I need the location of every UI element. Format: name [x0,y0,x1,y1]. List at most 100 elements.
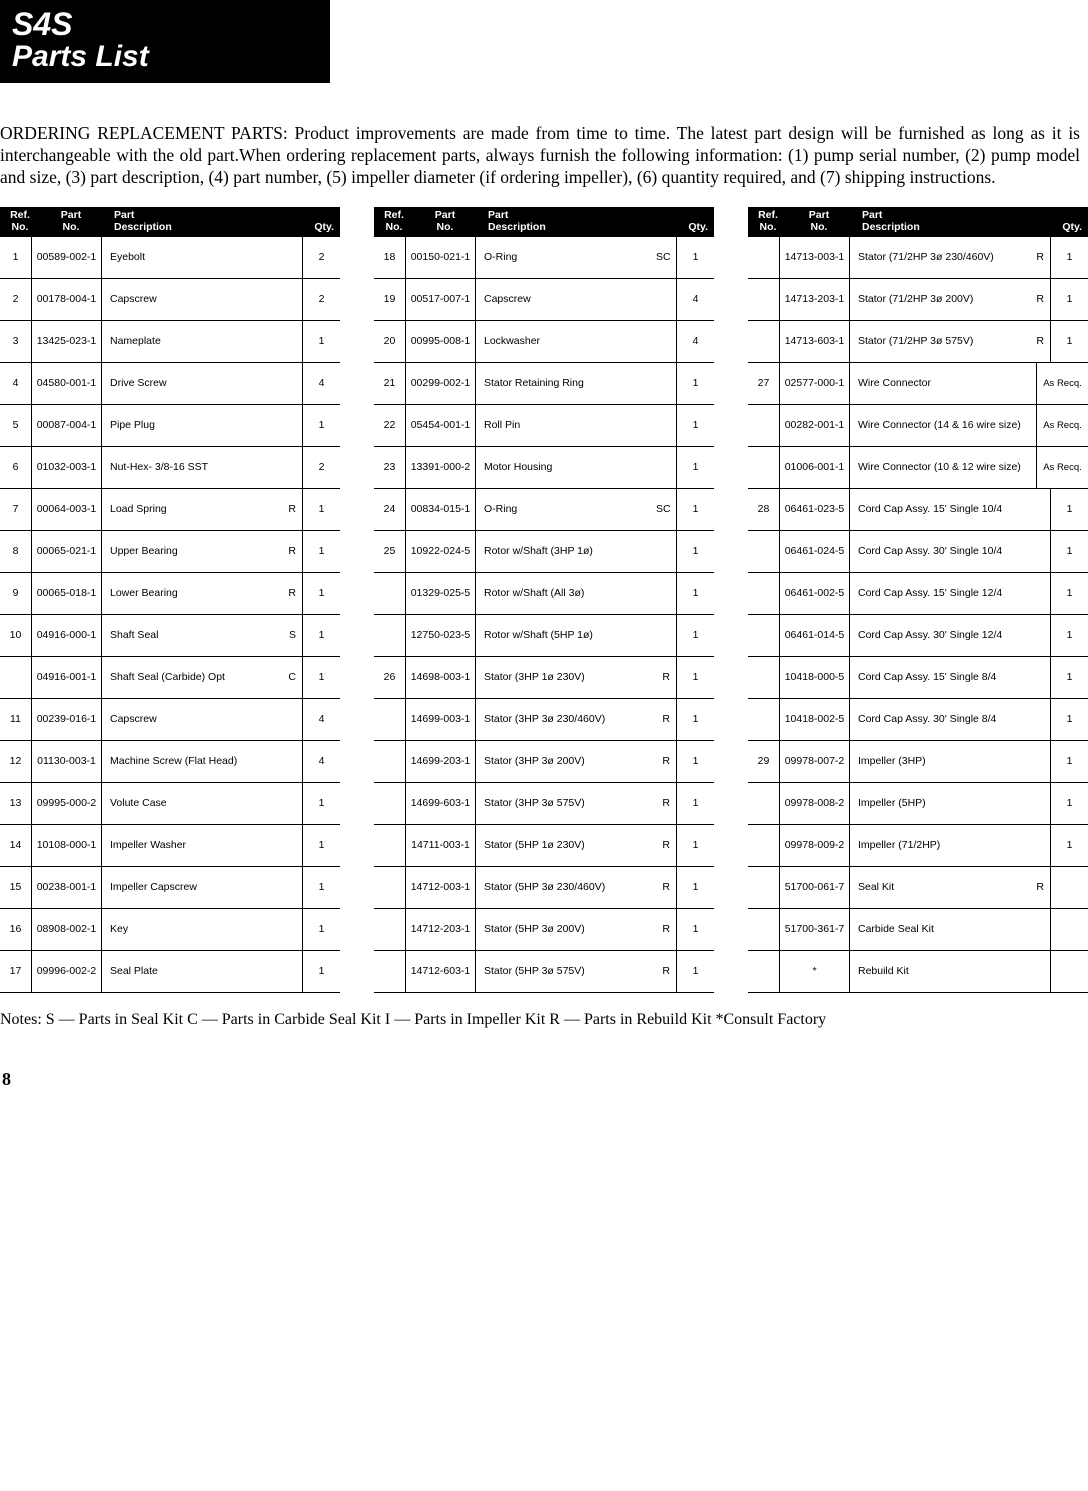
desc-text: Motor Housing [484,461,670,473]
th-qty: Qty. [302,221,336,233]
cell-ref: 13 [0,783,32,824]
cell-desc: Motor Housing [476,447,676,488]
table-row: 601032-003-1Nut-Hex- 3/8-16 SST2 [0,447,340,489]
cell-ref: 6 [0,447,32,488]
desc-text: Upper Bearing [110,545,282,557]
cell-desc: O-RingSC [476,489,676,530]
cell-qty: 1 [302,405,340,446]
desc-text: Impeller Capscrew [110,881,296,893]
desc-text: Stator (3HP 1ø 230V) [484,671,656,683]
table-row: 51700-061-7Seal KitR [748,867,1088,909]
cell-ref: 11 [0,699,32,740]
table-row: 1709996-002-2Seal Plate1 [0,951,340,993]
cell-qty: As Recq. [1036,405,1088,446]
desc-text: Seal Kit [858,881,1030,893]
cell-ref [748,531,780,572]
cell-qty [1050,867,1088,908]
table-row: 2510922-024-5Rotor w/Shaft (3HP 1ø)1 [374,531,714,573]
cell-desc: Seal Plate [102,951,302,992]
cell-qty: 4 [302,363,340,404]
table-row: 14713-603-1Stator (71/2HP 3ø 575V)R1 [748,321,1088,363]
cell-qty [1050,951,1088,992]
table-row: 313425-023-1Nameplate1 [0,321,340,363]
th-desc: PartDescription [480,209,676,233]
cell-ref [748,447,780,488]
cell-ref: 17 [0,951,32,992]
cell-part: 14699-003-1 [406,699,476,740]
parts-columns: Ref.No.PartNo.PartDescriptionQty. 100589-… [0,207,1088,993]
cell-ref [748,825,780,866]
desc-text: Seal Plate [110,965,296,977]
cell-desc: Wire Connector (14 & 16 wire size) [850,405,1036,446]
cell-ref: 22 [374,405,406,446]
table-row: 1900517-007-1Capscrew4 [374,279,714,321]
cell-qty: 4 [302,699,340,740]
cell-ref: 23 [374,447,406,488]
table-row: 14699-003-1Stator (3HP 3ø 230/460V)R1 [374,699,714,741]
cell-qty: 1 [676,489,714,530]
cell-part: 10108-000-1 [32,825,102,866]
table-row: 2806461-023-5Cord Cap Assy. 15' Single 1… [748,489,1088,531]
cell-desc: Capscrew [102,699,302,740]
table-row: 04916-001-1Shaft Seal (Carbide) OptC1 [0,657,340,699]
cell-ref [374,741,406,782]
cell-qty: 1 [302,909,340,950]
desc-text: Stator (5HP 1ø 230V) [484,839,656,851]
cell-qty: 1 [676,741,714,782]
cell-part: 00178-004-1 [32,279,102,320]
desc-note: R [282,587,296,599]
cell-part: 14699-603-1 [406,783,476,824]
cell-qty: 4 [302,741,340,782]
table-row: 14712-203-1Stator (5HP 3ø 200V)R1 [374,909,714,951]
table-row: 500087-004-1Pipe Plug1 [0,405,340,447]
table-row: 51700-361-7Carbide Seal Kit [748,909,1088,951]
cell-part: 09995-000-2 [32,783,102,824]
cell-part: 00065-021-1 [32,531,102,572]
cell-ref: 2 [0,279,32,320]
cell-desc: Stator (3HP 3ø 200V)R [476,741,676,782]
cell-qty: 1 [302,783,340,824]
table-row: 06461-002-5Cord Cap Assy. 15' Single 12/… [748,573,1088,615]
cell-ref [748,237,780,278]
table-row: 06461-024-5Cord Cap Assy. 30' Single 10/… [748,531,1088,573]
cell-qty: 1 [302,615,340,656]
th-part: PartNo. [410,209,480,233]
cell-ref: 7 [0,489,32,530]
desc-text: Rotor w/Shaft (All 3ø) [484,587,670,599]
desc-text: Pipe Plug [110,419,296,431]
table-row: 200178-004-1Capscrew2 [0,279,340,321]
table-row: 100589-002-1Eyebolt2 [0,237,340,279]
cell-desc: O-RingSC [476,237,676,278]
table-row: 1410108-000-1Impeller Washer1 [0,825,340,867]
cell-part: 10418-002-5 [780,699,850,740]
page-number: 8 [2,1069,1088,1090]
desc-text: Rotor w/Shaft (3HP 1ø) [484,545,670,557]
cell-part: 01006-001-1 [780,447,850,488]
desc-note: R [1030,293,1044,305]
table-row: 1309995-000-2 Volute Case 1 [0,783,340,825]
desc-text: Volute Case [110,797,296,809]
cell-ref [748,573,780,614]
cell-desc: Lockwasher [476,321,676,362]
cell-part: 00299-002-1 [406,363,476,404]
th-desc: PartDescription [854,209,1050,233]
cell-qty: 1 [1050,699,1088,740]
cell-desc: Key [102,909,302,950]
desc-note: R [656,671,670,683]
column-header: Ref.No.PartNo.PartDescriptionQty. [374,207,714,237]
cell-ref [0,657,32,698]
cell-desc: Cord Cap Assy. 30' Single 12/4 [850,615,1050,656]
cell-ref [748,909,780,950]
cell-qty: 1 [676,405,714,446]
cell-part: 06461-023-5 [780,489,850,530]
cell-qty: 2 [302,447,340,488]
table-row: 14699-603-1Stator (3HP 3ø 575V)R1 [374,783,714,825]
cell-desc: Cord Cap Assy. 15' Single 12/4 [850,573,1050,614]
cell-qty [1050,909,1088,950]
cell-desc: Shaft SealS [102,615,302,656]
desc-text: Rotor w/Shaft (5HP 1ø) [484,629,670,641]
cell-desc: Impeller Washer [102,825,302,866]
cell-part: 00065-018-1 [32,573,102,614]
table-row: 800065-021-1Upper BearingR1 [0,531,340,573]
cell-qty: 1 [302,951,340,992]
